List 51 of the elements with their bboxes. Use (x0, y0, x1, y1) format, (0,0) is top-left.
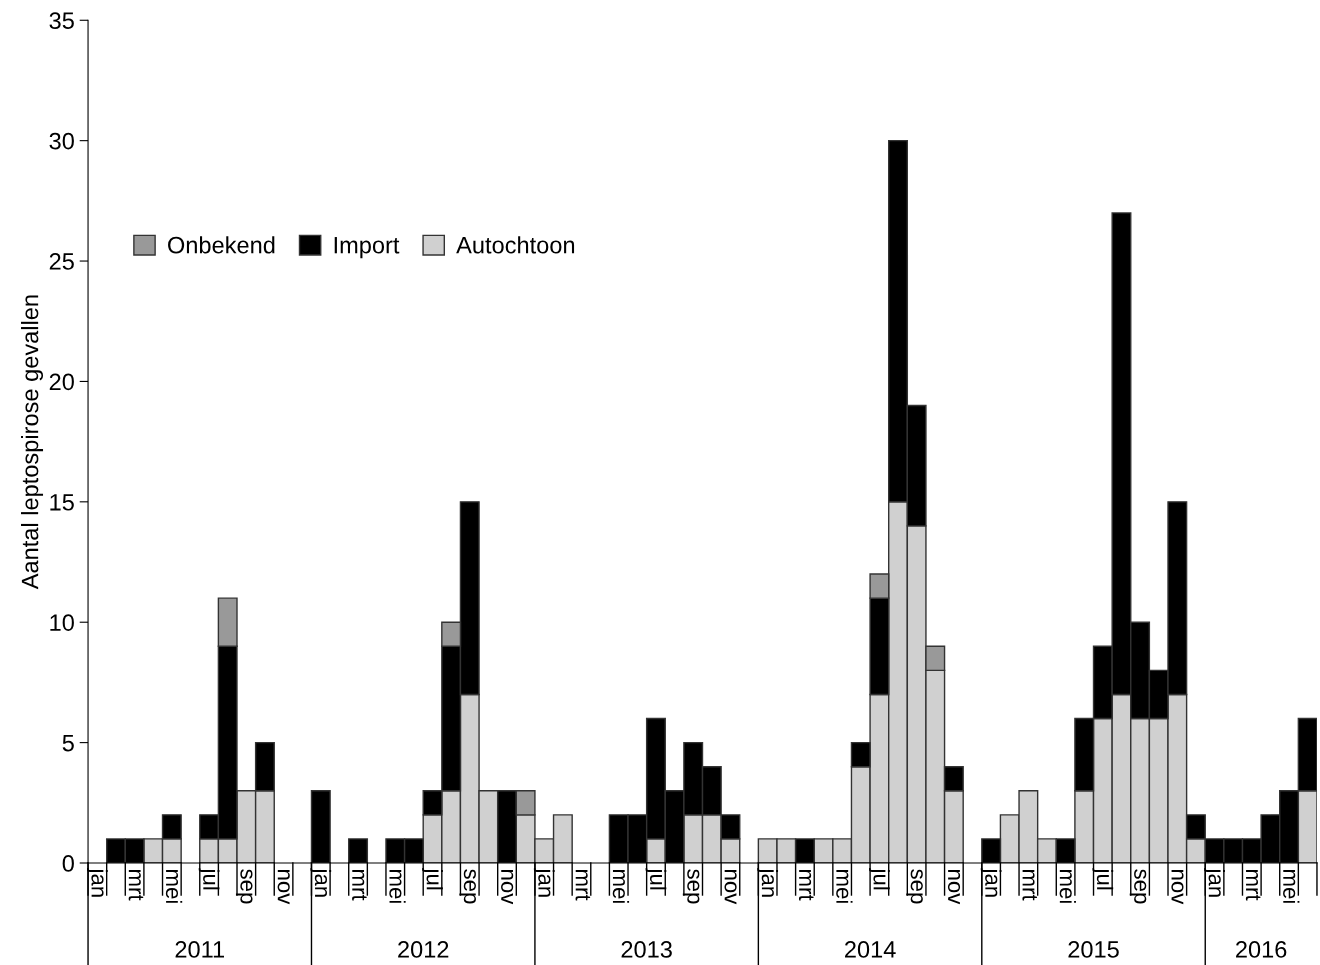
x-tick-label: mrt (1245, 870, 1261, 901)
x-tick-label: mei (836, 870, 853, 903)
x-tick-label: jan (533, 868, 555, 897)
x-tick-label: nov (501, 870, 514, 905)
x-tick-label: sep (906, 869, 923, 904)
x-tick-label: jan (1204, 868, 1225, 897)
legend-label: Import (334, 237, 400, 259)
x-tick-label: sep (235, 869, 253, 904)
legend-label: Onbekend (168, 236, 275, 254)
text: 2014 (845, 941, 896, 958)
x-tick-label: sep (459, 869, 476, 904)
x-tick-label: jan (87, 868, 108, 897)
x-tick-label: mei (1059, 870, 1076, 903)
x-tick-label: nov (277, 870, 290, 905)
legend-label: Autochtoon (456, 236, 575, 254)
y-tick-label: 10 (50, 614, 74, 632)
text: 2013 (621, 941, 672, 958)
y-tick-label: 25 (49, 253, 74, 270)
y-tick-label: 30 (49, 132, 74, 150)
y-tick-label: 20 (49, 373, 74, 391)
text: 2011 (175, 941, 225, 958)
y-tick-label: 15 (50, 494, 74, 511)
x-tick-label: jan (980, 868, 1002, 897)
x-tick-label: mrt (798, 870, 814, 901)
text: 2015 (1068, 941, 1119, 958)
x-tick-label: mrt (352, 870, 367, 901)
y-tick-label: 0 (62, 855, 74, 872)
x-tick-label: jan (757, 868, 779, 897)
x-tick-label: mei (389, 870, 406, 903)
x-tick-label: mrt (1022, 870, 1037, 901)
x-tick-label: nov (724, 870, 737, 905)
x-tick-label: mei (165, 870, 183, 903)
y-tick-label: 5 (62, 734, 74, 752)
x-tick-label: jul (422, 868, 443, 890)
x-tick-label: jul (1092, 868, 1114, 890)
x-tick-label: nov (1171, 870, 1184, 905)
y-tick-label: 35 (49, 12, 74, 30)
x-tick-label: sep (1129, 869, 1147, 904)
x-tick-label: mrt (128, 870, 144, 901)
x-tick-label: jul (645, 868, 667, 890)
x-tick-label: mei (1283, 870, 1300, 903)
text: 2012 (398, 941, 449, 958)
x-tick-label: jul (198, 868, 220, 890)
x-tick-label: mei (612, 870, 630, 903)
x-tick-label: sep (682, 869, 700, 904)
y-axis-title: Aantal leptospirose gevallen (21, 295, 44, 590)
x-tick-label: nov (947, 870, 961, 905)
x-tick-label: jul (869, 868, 890, 890)
x-tick-label: mrt (575, 870, 591, 901)
x-tick-label: jan (310, 868, 332, 897)
text: 2016 (1236, 941, 1287, 958)
